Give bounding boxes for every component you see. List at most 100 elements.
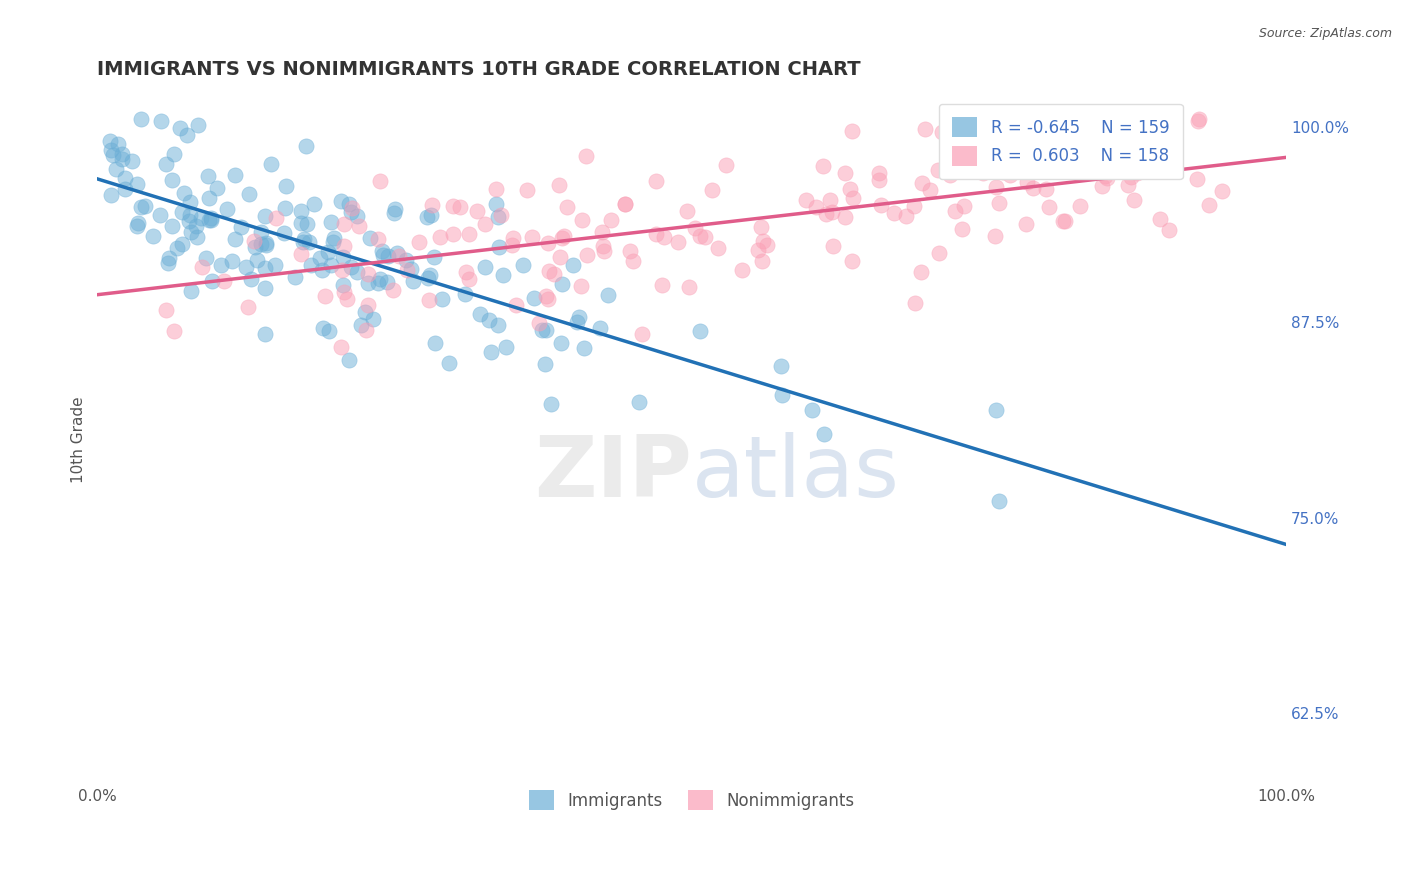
Point bbox=[294, 232, 316, 246]
Text: ZIP: ZIP bbox=[534, 433, 692, 516]
Point bbox=[569, 278, 592, 293]
Point bbox=[1187, 114, 1209, 128]
Point bbox=[187, 119, 209, 133]
Point bbox=[125, 177, 148, 191]
Point bbox=[988, 196, 1011, 211]
Point bbox=[160, 172, 183, 186]
Point bbox=[273, 226, 295, 240]
Point bbox=[377, 249, 399, 263]
Point bbox=[371, 247, 394, 261]
Point bbox=[474, 260, 496, 275]
Point bbox=[568, 310, 591, 324]
Point bbox=[571, 212, 593, 227]
Point bbox=[160, 219, 183, 233]
Point bbox=[540, 397, 562, 411]
Text: IMMIGRANTS VS NONIMMIGRANTS 10TH GRADE CORRELATION CHART: IMMIGRANTS VS NONIMMIGRANTS 10TH GRADE C… bbox=[97, 60, 860, 78]
Point bbox=[841, 253, 863, 268]
Point bbox=[107, 137, 129, 152]
Point bbox=[714, 157, 737, 171]
Point bbox=[1185, 172, 1208, 186]
Point bbox=[1090, 140, 1112, 154]
Point bbox=[142, 229, 165, 244]
Point bbox=[370, 174, 392, 188]
Point bbox=[149, 208, 172, 222]
Point bbox=[357, 267, 380, 281]
Point bbox=[1137, 150, 1160, 164]
Point bbox=[953, 199, 976, 213]
Point bbox=[231, 219, 253, 234]
Point bbox=[176, 128, 198, 142]
Point bbox=[384, 202, 406, 216]
Point bbox=[841, 123, 863, 137]
Point bbox=[337, 353, 360, 368]
Point bbox=[349, 219, 371, 233]
Point bbox=[367, 277, 389, 291]
Point bbox=[1052, 214, 1074, 228]
Point bbox=[209, 258, 232, 272]
Point bbox=[531, 323, 554, 337]
Point bbox=[731, 262, 754, 277]
Point bbox=[942, 143, 965, 157]
Point bbox=[485, 182, 508, 196]
Point bbox=[337, 196, 360, 211]
Point bbox=[356, 298, 378, 312]
Point bbox=[200, 211, 222, 226]
Point bbox=[214, 274, 236, 288]
Point bbox=[536, 323, 558, 337]
Point bbox=[1035, 182, 1057, 196]
Point bbox=[1078, 128, 1101, 142]
Point bbox=[346, 209, 368, 223]
Point bbox=[1021, 180, 1043, 194]
Point bbox=[290, 216, 312, 230]
Point bbox=[217, 202, 239, 217]
Point bbox=[290, 247, 312, 261]
Point bbox=[598, 287, 620, 301]
Point bbox=[304, 197, 326, 211]
Point bbox=[186, 230, 208, 244]
Point bbox=[491, 268, 513, 282]
Point bbox=[592, 239, 614, 253]
Point bbox=[896, 209, 918, 223]
Point bbox=[361, 312, 384, 326]
Point bbox=[402, 274, 425, 288]
Point bbox=[274, 178, 297, 193]
Point bbox=[415, 210, 437, 224]
Point bbox=[322, 231, 344, 245]
Point bbox=[486, 318, 509, 332]
Point bbox=[489, 208, 512, 222]
Point bbox=[180, 225, 202, 239]
Point bbox=[1018, 160, 1040, 174]
Point bbox=[984, 402, 1007, 417]
Point bbox=[368, 272, 391, 286]
Point bbox=[950, 222, 973, 236]
Point bbox=[474, 217, 496, 231]
Point bbox=[501, 238, 523, 252]
Point bbox=[628, 395, 651, 409]
Point bbox=[318, 244, 340, 259]
Point bbox=[749, 219, 772, 234]
Point bbox=[1091, 178, 1114, 193]
Point bbox=[105, 161, 128, 176]
Point bbox=[550, 335, 572, 350]
Point bbox=[401, 261, 423, 276]
Point bbox=[1122, 193, 1144, 207]
Point bbox=[676, 204, 699, 219]
Point bbox=[543, 267, 565, 281]
Point bbox=[834, 210, 856, 224]
Point bbox=[200, 274, 222, 288]
Point bbox=[134, 199, 156, 213]
Point bbox=[770, 387, 793, 401]
Point bbox=[235, 260, 257, 274]
Point bbox=[883, 206, 905, 220]
Point bbox=[330, 263, 353, 277]
Point bbox=[988, 494, 1011, 508]
Point bbox=[319, 258, 342, 272]
Point bbox=[353, 305, 375, 319]
Point bbox=[423, 250, 446, 264]
Point bbox=[420, 208, 443, 222]
Point bbox=[591, 226, 613, 240]
Point bbox=[467, 204, 489, 219]
Point bbox=[350, 318, 373, 332]
Point bbox=[613, 197, 636, 211]
Point bbox=[987, 146, 1010, 161]
